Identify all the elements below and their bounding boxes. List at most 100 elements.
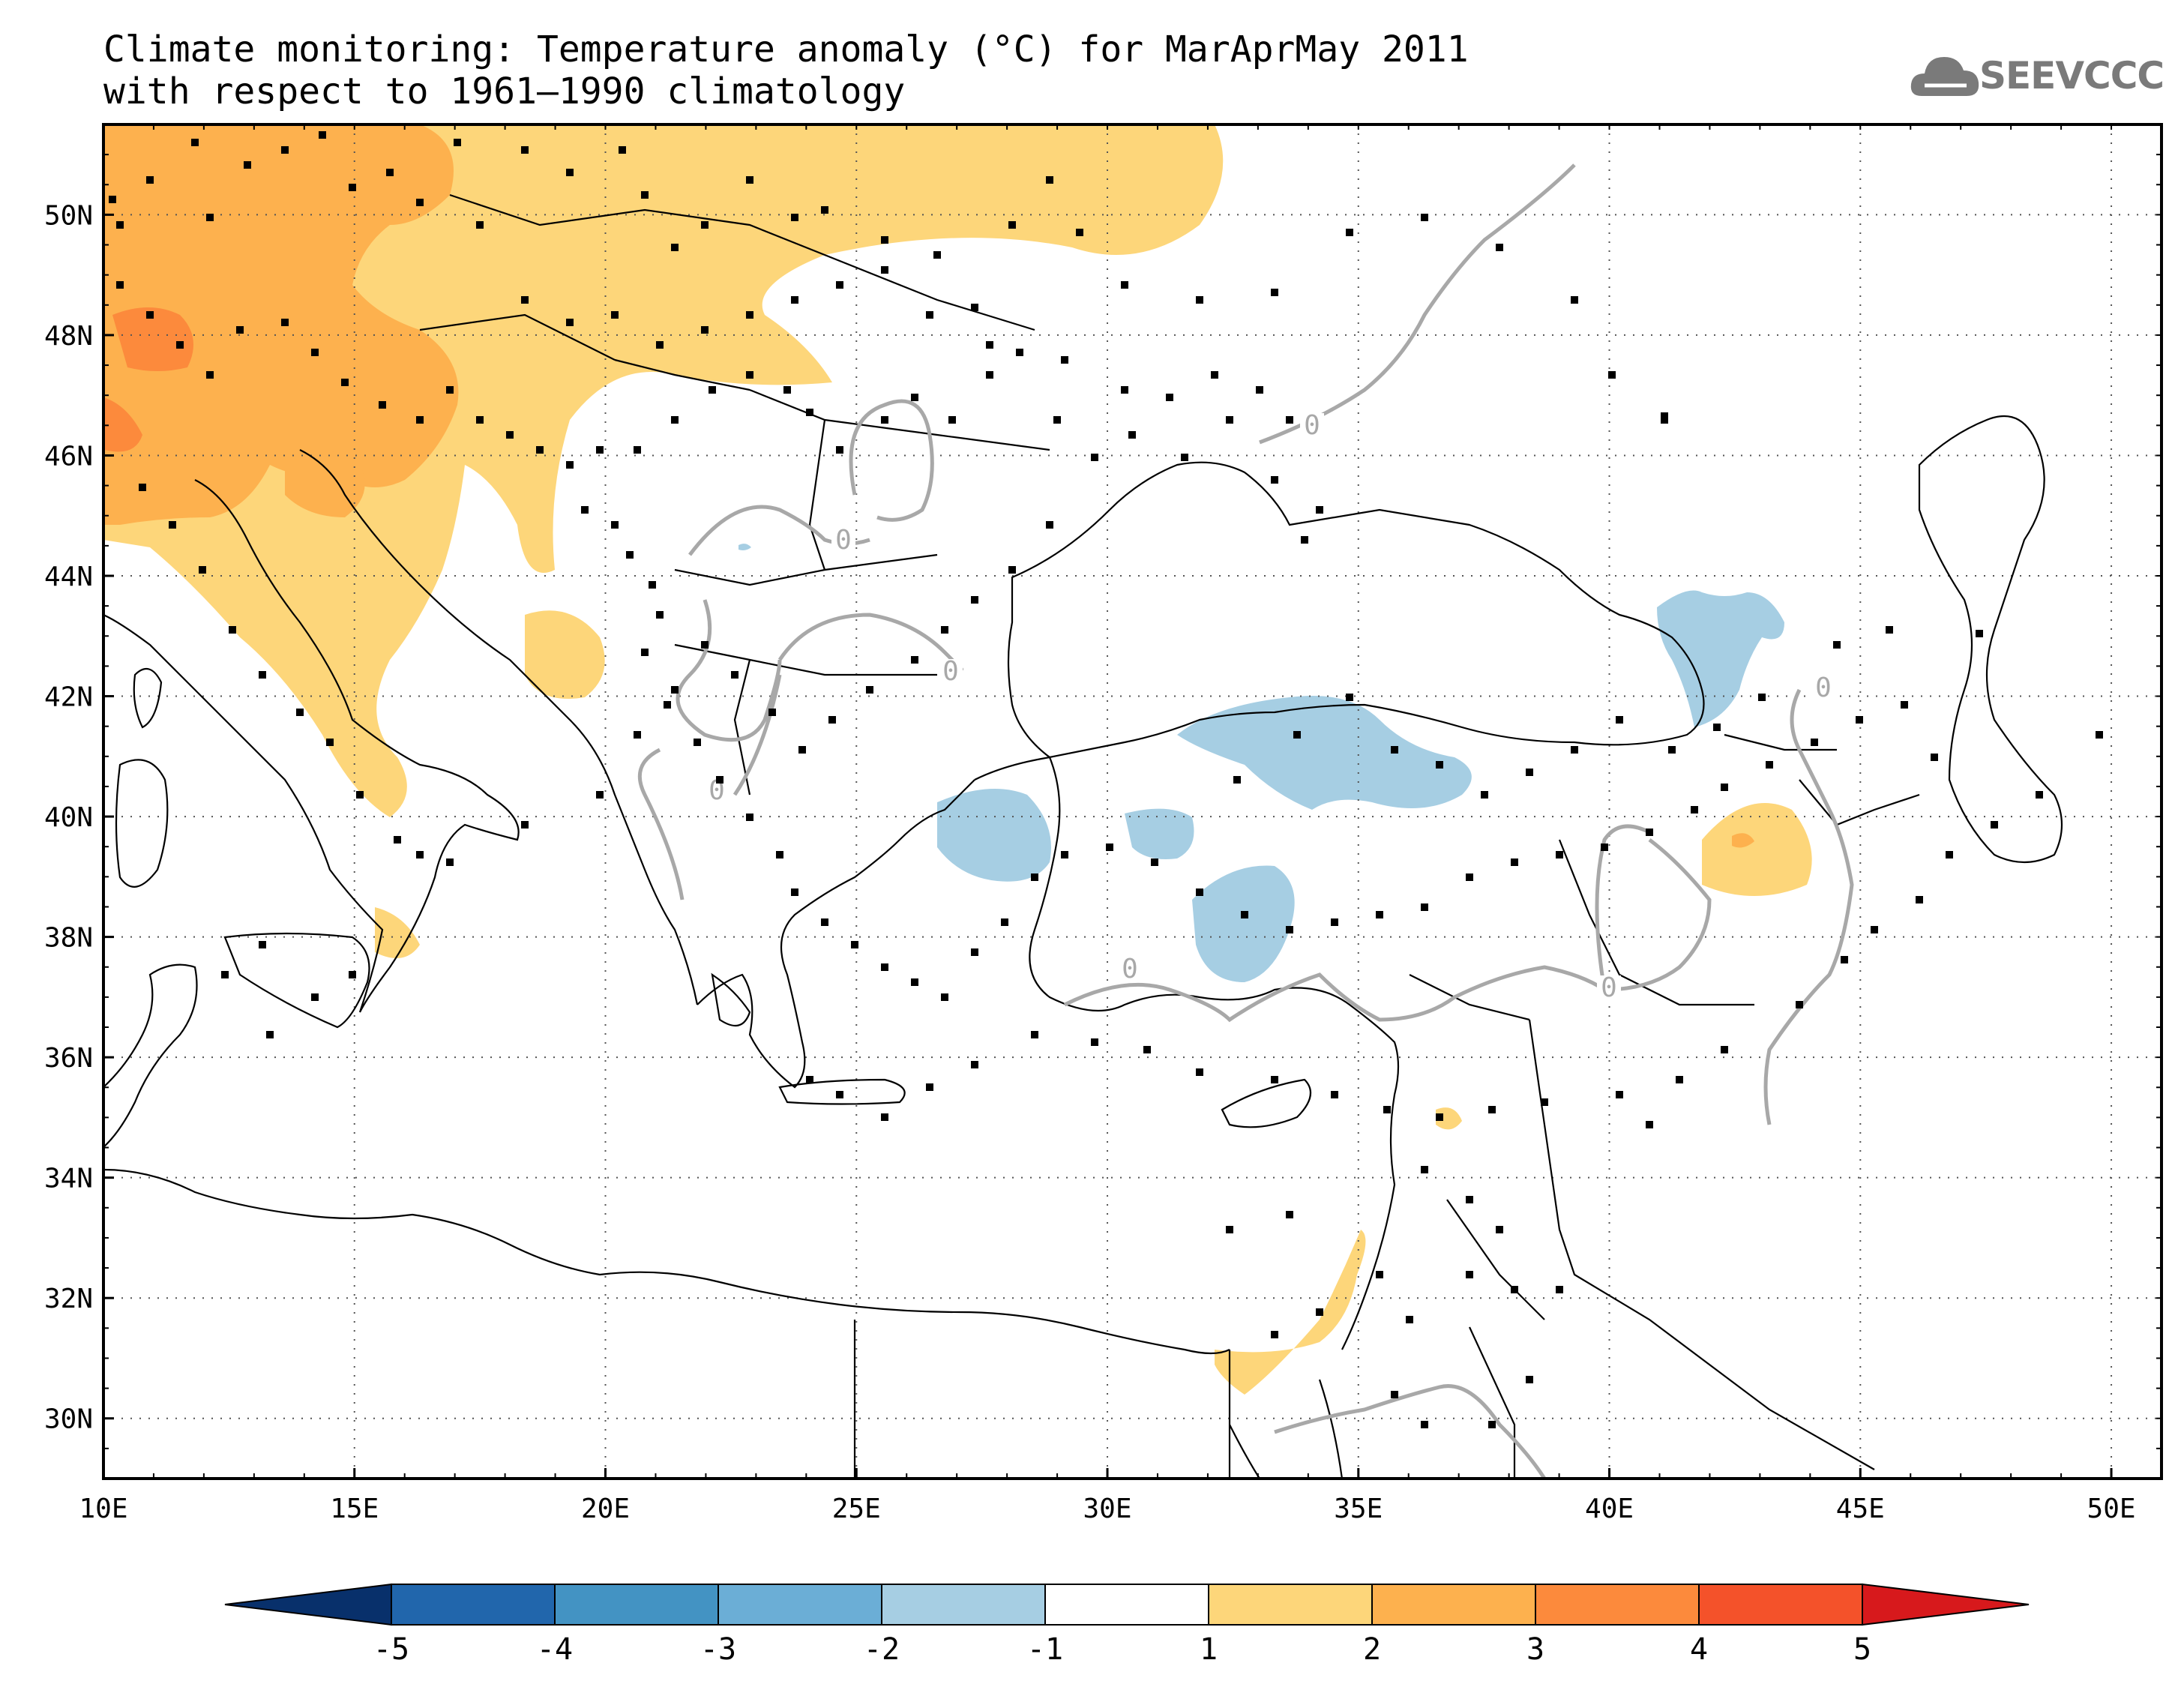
station-marker bbox=[139, 484, 146, 491]
colorbar-label: -3 bbox=[700, 1632, 736, 1667]
station-marker bbox=[259, 671, 266, 679]
colorbar-label: 3 bbox=[1526, 1632, 1544, 1667]
seevccc-logo: SEEVCCC bbox=[1908, 43, 2165, 111]
station-marker bbox=[1008, 221, 1016, 229]
station-marker bbox=[1053, 416, 1061, 424]
station-marker bbox=[821, 206, 828, 214]
station-marker bbox=[259, 941, 266, 948]
station-marker bbox=[1226, 1226, 1233, 1233]
colorbar-label: -4 bbox=[537, 1632, 573, 1667]
station-marker bbox=[1721, 1046, 1728, 1053]
station-marker bbox=[1833, 641, 1841, 649]
station-marker bbox=[266, 1031, 274, 1038]
station-marker bbox=[1181, 454, 1188, 461]
anomaly-region-positive bbox=[103, 397, 142, 452]
station-marker bbox=[664, 701, 671, 709]
station-marker bbox=[521, 296, 529, 304]
station-marker bbox=[701, 221, 709, 229]
colorbar-segment bbox=[1208, 1584, 1373, 1626]
station-marker bbox=[1316, 1308, 1323, 1316]
station-marker bbox=[281, 319, 289, 326]
anomaly-region-positive bbox=[1436, 1107, 1462, 1130]
contour-label: 0 bbox=[1601, 972, 1617, 1003]
station-marker bbox=[116, 221, 124, 229]
station-marker bbox=[229, 626, 236, 634]
station-marker bbox=[821, 918, 828, 926]
station-marker bbox=[1571, 296, 1578, 304]
station-marker bbox=[626, 551, 634, 559]
station-marker bbox=[746, 176, 753, 184]
contour-label-bg bbox=[831, 528, 855, 553]
station-marker bbox=[1856, 716, 1863, 724]
station-marker bbox=[1031, 873, 1038, 881]
station-marker bbox=[1271, 289, 1278, 296]
station-marker bbox=[1346, 229, 1353, 236]
station-marker bbox=[1106, 844, 1113, 851]
colorbar-label: -1 bbox=[1027, 1632, 1063, 1667]
station-marker bbox=[1226, 416, 1233, 424]
station-marker bbox=[446, 386, 454, 394]
station-marker bbox=[311, 349, 319, 356]
station-marker bbox=[746, 311, 753, 319]
station-marker bbox=[1676, 1076, 1683, 1083]
station-marker bbox=[1196, 1068, 1203, 1076]
lon-tick-label: 40E bbox=[1585, 1494, 1634, 1524]
station-marker bbox=[1976, 630, 1983, 637]
station-marker bbox=[649, 581, 656, 589]
colorbar-segment bbox=[881, 1584, 1046, 1626]
station-marker bbox=[1601, 844, 1608, 851]
station-marker bbox=[1571, 746, 1578, 754]
title-line-2: with respect to 1961–1990 climatology bbox=[103, 70, 906, 112]
station-marker bbox=[641, 191, 649, 199]
lon-tick-label: 15E bbox=[330, 1494, 379, 1524]
station-marker bbox=[1046, 176, 1053, 184]
station-marker bbox=[1271, 1331, 1278, 1338]
station-marker bbox=[1713, 724, 1721, 731]
station-marker bbox=[1376, 911, 1383, 918]
station-marker bbox=[1376, 1271, 1383, 1278]
station-marker bbox=[1256, 386, 1263, 394]
station-marker bbox=[836, 281, 843, 289]
anomaly-region-negative bbox=[937, 789, 1051, 882]
lon-tick-label: 50E bbox=[2087, 1494, 2136, 1524]
colorbar-label: -2 bbox=[864, 1632, 900, 1667]
station-marker bbox=[1496, 244, 1503, 251]
station-marker bbox=[1211, 371, 1218, 379]
station-marker bbox=[109, 196, 116, 203]
station-marker bbox=[1841, 956, 1848, 963]
station-marker bbox=[1391, 746, 1398, 754]
station-marker bbox=[731, 671, 738, 679]
station-marker bbox=[671, 686, 679, 694]
anomaly-region-positive bbox=[525, 610, 605, 699]
station-marker bbox=[1511, 858, 1518, 866]
station-marker bbox=[694, 739, 701, 746]
station-marker bbox=[146, 311, 154, 319]
station-marker bbox=[611, 311, 619, 319]
station-marker bbox=[1511, 1286, 1518, 1293]
stations bbox=[109, 131, 2103, 1428]
station-marker bbox=[1061, 851, 1068, 858]
anomaly-region-negative bbox=[1192, 865, 1295, 982]
station-marker bbox=[1271, 476, 1278, 484]
station-marker bbox=[1721, 784, 1728, 791]
anomaly-region-negative bbox=[1177, 696, 1472, 810]
lat-tick-label: 44N bbox=[44, 562, 93, 592]
station-marker bbox=[521, 821, 529, 829]
station-marker bbox=[1016, 349, 1023, 356]
colorbar-segment bbox=[391, 1584, 556, 1626]
contour-label-bg bbox=[939, 659, 963, 685]
station-marker bbox=[791, 296, 798, 304]
station-marker bbox=[746, 814, 753, 821]
contour-label-bg bbox=[1118, 957, 1142, 982]
colorbar-label: 5 bbox=[1853, 1632, 1871, 1667]
station-marker bbox=[416, 416, 424, 424]
station-marker bbox=[596, 446, 604, 454]
station-marker bbox=[971, 1061, 978, 1068]
station-marker bbox=[911, 656, 918, 664]
station-marker bbox=[933, 251, 941, 259]
station-marker bbox=[1128, 431, 1136, 439]
lon-tick-label: 35E bbox=[1334, 1494, 1383, 1524]
station-marker bbox=[281, 146, 289, 154]
station-marker bbox=[1436, 761, 1443, 769]
station-marker bbox=[701, 641, 709, 649]
